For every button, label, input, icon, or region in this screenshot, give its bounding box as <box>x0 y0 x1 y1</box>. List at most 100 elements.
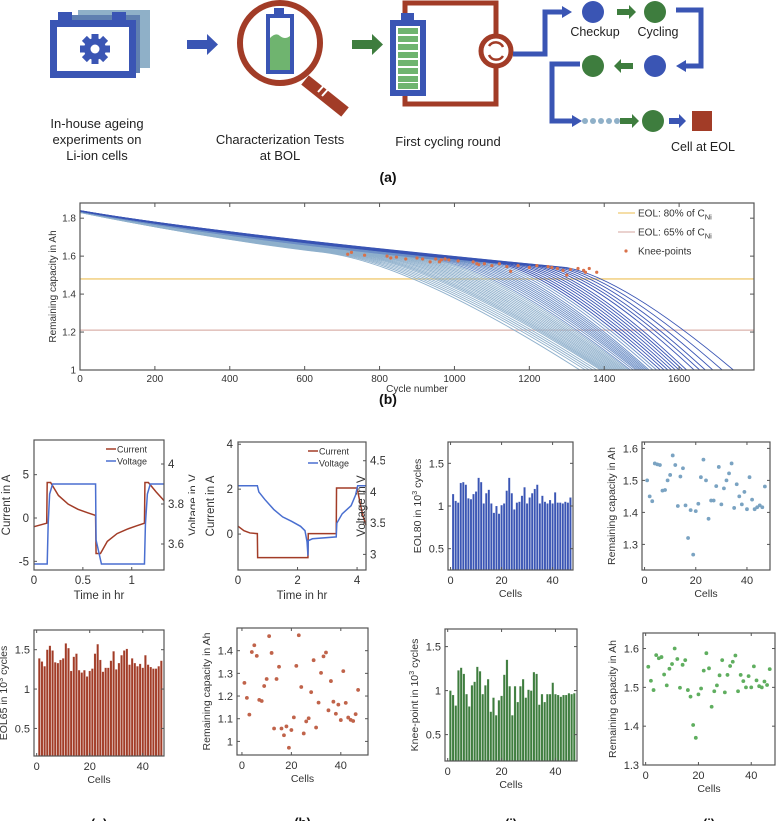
scatter-point <box>730 659 735 664</box>
scatter-point <box>759 685 764 690</box>
bar <box>53 662 57 757</box>
arrow-right-icon <box>620 114 639 128</box>
scatter-point <box>744 685 748 690</box>
x-tick-label: 0 <box>643 770 649 782</box>
bar <box>511 715 514 762</box>
scatter-point <box>751 664 756 669</box>
y-tick-label: 1.8 <box>62 214 76 225</box>
eol65-bar-chart: 0 20 40 0.5 1 1.5 Cells EOL65 in 103 cycles (g) <box>0 629 165 821</box>
scatter-point <box>728 664 733 668</box>
bar <box>500 695 503 762</box>
scatter-point <box>287 745 291 750</box>
knee-point <box>497 262 501 266</box>
y-tick-label: 1 <box>435 686 441 698</box>
scatter-point <box>691 552 696 557</box>
knee-point <box>509 269 513 273</box>
bar <box>138 663 142 757</box>
capacity-curve <box>80 211 612 370</box>
bar <box>112 651 115 757</box>
legend-entry: Knee-points <box>638 247 691 258</box>
capacity-at-eol80-scatter: 0 20 40 1.3 1.4 1.5 1.6 Cells Remaining capacity… <box>606 441 771 600</box>
bar <box>558 502 562 571</box>
y-tick-label: 1.5 <box>15 645 30 657</box>
y-tick-label: 5 <box>23 470 29 482</box>
bar <box>122 650 126 757</box>
knee-point <box>471 260 475 264</box>
bar <box>467 706 471 762</box>
knee-point <box>550 265 554 270</box>
bar <box>546 693 549 762</box>
bar <box>556 502 559 571</box>
scatter-point <box>724 478 729 483</box>
y-axis-label: EOL65 in 103 cycles <box>0 646 10 741</box>
capacity-curve <box>80 210 714 370</box>
capacity-curve <box>80 210 676 370</box>
battery-stack-gear-icon <box>50 10 150 78</box>
bar <box>521 678 525 762</box>
y-axis-label: Remaining capacity in Ah <box>607 640 619 758</box>
arrow-right-icon <box>562 6 572 18</box>
y-tick-label: -5 <box>19 556 29 568</box>
knee-point <box>362 253 367 257</box>
bar <box>530 492 534 571</box>
y-tick-label: 1 <box>70 366 76 377</box>
knee-point <box>394 255 399 259</box>
scatter-point <box>646 664 651 669</box>
scatter-point <box>269 651 274 655</box>
capacity-at-eol65-scatter: 0 20 40 1 1.1 1.2 1.3 1.4 Cells Remaining capacit… <box>201 627 369 821</box>
bar <box>548 693 552 762</box>
bar <box>529 690 533 762</box>
y-axis-label: Knee-point in 103 cycles <box>407 639 421 752</box>
x-axis-label: Cycle number <box>386 384 448 395</box>
bar <box>505 659 509 762</box>
y-axis-label: Current in A <box>205 475 217 536</box>
bar <box>48 645 52 757</box>
bar <box>469 498 473 571</box>
magnifier-battery-icon <box>237 0 349 117</box>
y-axis-label: Remaining capacity in Ah <box>606 447 618 565</box>
scatter-point <box>714 484 719 489</box>
bar <box>484 685 487 762</box>
scatter-point <box>699 686 703 691</box>
bar <box>154 668 158 757</box>
capacity-curve <box>80 211 590 370</box>
bar <box>67 647 70 757</box>
knee-point <box>535 264 539 268</box>
bar <box>564 694 568 762</box>
bar <box>51 650 54 757</box>
bar <box>473 681 476 762</box>
y-tick-label: 1.5 <box>429 458 444 470</box>
scatter-point <box>704 478 708 483</box>
bar <box>502 503 506 571</box>
axes-frame <box>642 632 776 766</box>
bar <box>513 509 516 571</box>
eol-square-icon <box>692 111 712 131</box>
scatter-point <box>760 505 765 510</box>
scatter-point <box>262 684 267 688</box>
scatter-point <box>701 668 706 673</box>
series-current <box>237 487 367 559</box>
scatter-point <box>685 688 690 692</box>
scatter-point <box>356 688 361 692</box>
bar <box>535 673 538 762</box>
scatter-point <box>688 694 693 699</box>
bar <box>462 481 465 571</box>
step1-label: In-house ageing experiments on Li-ion cell… <box>50 116 143 163</box>
capacity-curve <box>80 212 586 370</box>
y-tick-label: 1 <box>227 736 233 748</box>
y-tick-label: 1 <box>24 684 30 696</box>
bar <box>556 694 560 762</box>
scatter-point <box>346 715 351 720</box>
scatter-point <box>701 457 706 462</box>
bar <box>104 667 107 757</box>
y-tick-label: 1.2 <box>62 328 76 339</box>
scatter-point <box>680 662 685 667</box>
scatter-point <box>321 654 326 659</box>
discharge-profile-chart: 0 2 4 0 2 4 3 3.5 4 4.5 Time in hr Current in A Volt… <box>205 439 385 602</box>
bar <box>472 493 475 571</box>
scatter-point <box>663 488 667 492</box>
scatter-point <box>326 708 331 713</box>
scatter-point <box>704 651 709 656</box>
bar <box>449 690 452 762</box>
x-tick-label: 2 <box>294 575 300 587</box>
